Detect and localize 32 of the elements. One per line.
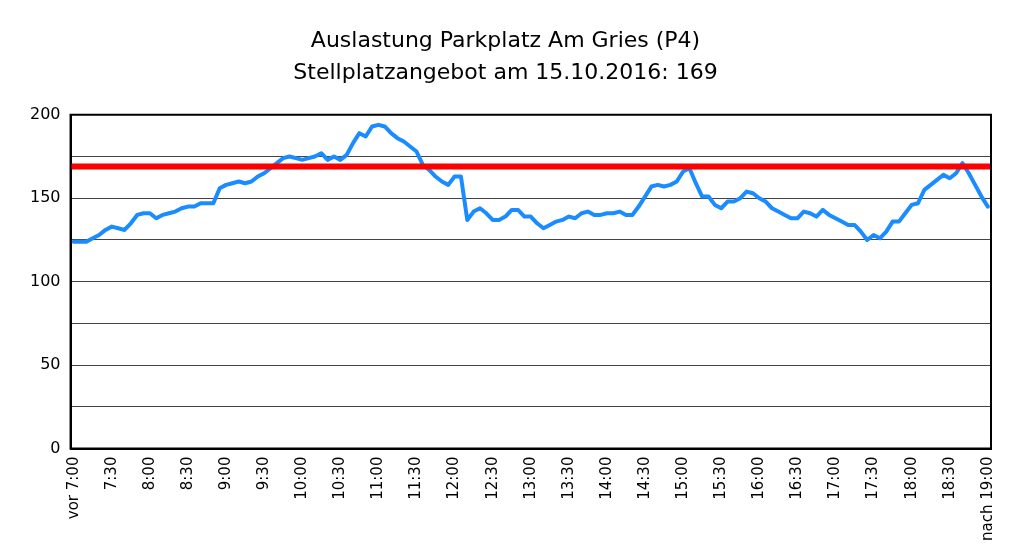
x-tick-label: 18:00 [901, 456, 920, 500]
x-tick-label: 7:30 [101, 456, 120, 491]
x-tick-label: 11:00 [368, 456, 387, 500]
y-tick-label: 0 [50, 437, 61, 457]
x-tick-label: 15:30 [711, 456, 730, 500]
x-tick-label: 17:00 [825, 456, 844, 500]
x-tick-label: 14:30 [634, 456, 653, 500]
x-tick-label: 11:30 [406, 456, 425, 500]
x-tick-label: 12:30 [482, 456, 501, 500]
x-tick-label: 15:00 [673, 456, 692, 500]
chart-title: Auslastung Parkplatz Am Gries (P4) [310, 26, 701, 52]
x-tick-label: 13:30 [558, 456, 577, 500]
y-tick-label: 200 [29, 103, 61, 123]
x-tick-label: 8:00 [139, 456, 158, 491]
x-tick-label: 10:00 [292, 456, 311, 500]
x-tick-label: 8:30 [177, 456, 196, 491]
x-tick-label: 17:30 [863, 456, 882, 500]
x-tick-label: nach 19:00 [977, 456, 996, 541]
x-tick-label: vor 7:00 [63, 456, 82, 520]
x-tick-label: 9:00 [215, 456, 234, 491]
y-tick-label: 100 [29, 270, 61, 290]
chart-subtitle: Stellplatzangebot am 15.10.2016: 169 [293, 59, 718, 85]
x-tick-label: 18:30 [939, 456, 958, 500]
x-tick-label: 16:30 [787, 456, 806, 500]
x-tick-label: 14:00 [596, 456, 615, 500]
y-tick-label: 150 [29, 187, 61, 207]
x-tick-label: 16:00 [749, 456, 768, 500]
x-tick-label: 10:30 [330, 456, 349, 500]
x-tick-label: 9:30 [254, 456, 273, 491]
x-tick-label: 13:00 [520, 456, 539, 500]
x-tick-label: 12:00 [444, 456, 463, 500]
y-tick-label: 50 [40, 354, 61, 374]
